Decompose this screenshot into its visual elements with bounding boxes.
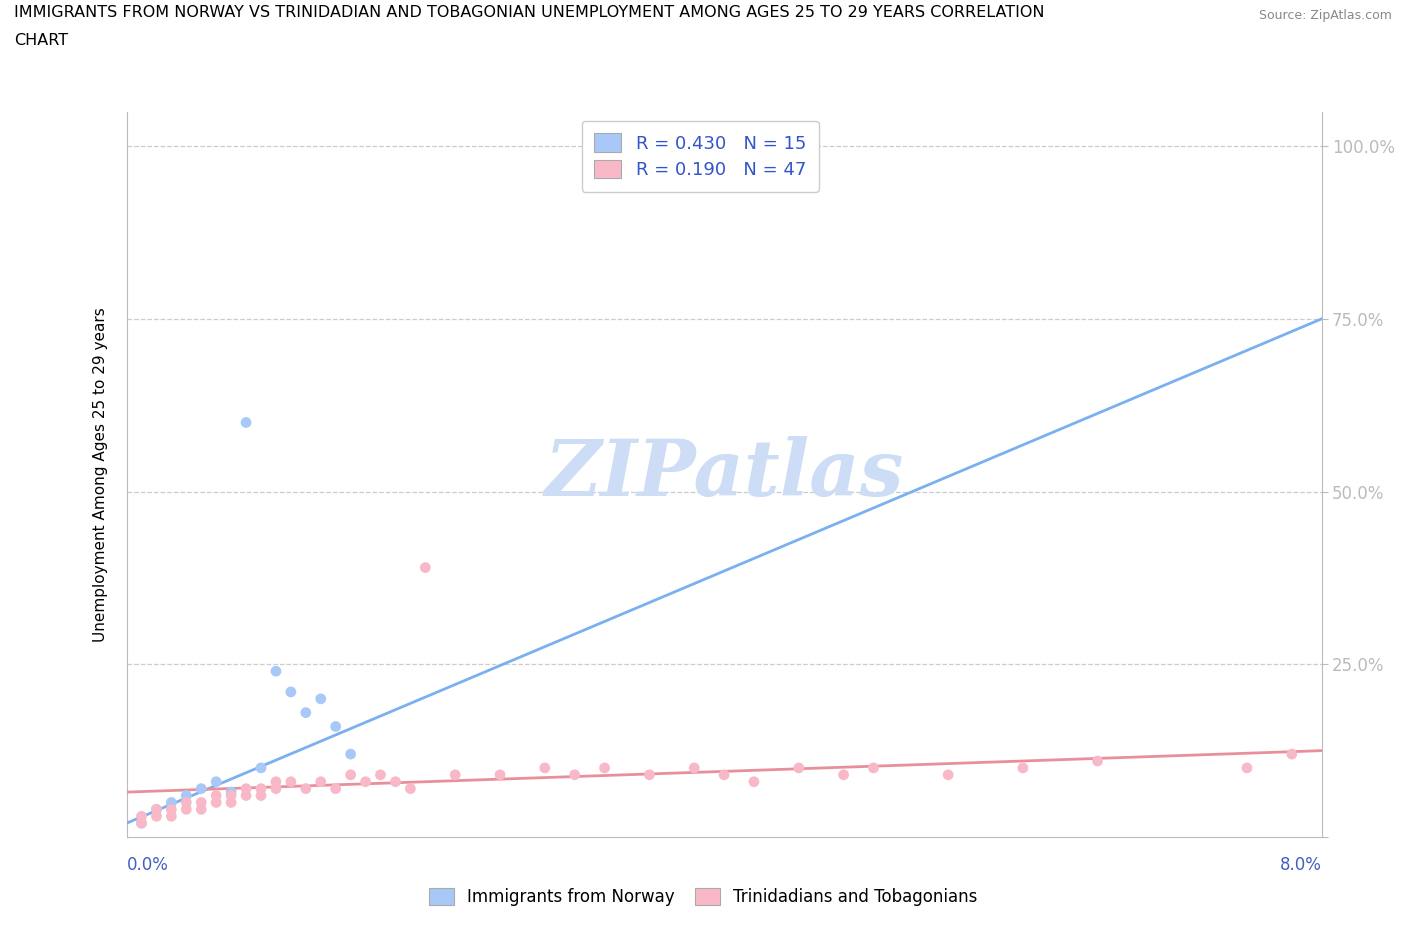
Point <box>638 767 661 782</box>
Point <box>325 719 347 734</box>
Point <box>131 816 153 830</box>
Point <box>280 684 302 699</box>
Point <box>264 775 287 790</box>
Point <box>444 767 467 782</box>
Point <box>339 767 361 782</box>
Point <box>787 761 810 776</box>
Point <box>742 775 765 790</box>
Point <box>413 560 436 575</box>
Point <box>145 802 167 817</box>
Point <box>936 767 959 782</box>
Point <box>190 802 212 817</box>
Point <box>235 415 257 430</box>
Point <box>294 705 316 720</box>
Point <box>250 781 273 796</box>
Text: 8.0%: 8.0% <box>1279 856 1322 873</box>
Point <box>593 761 616 776</box>
Point <box>325 781 347 796</box>
Point <box>294 781 316 796</box>
Point <box>219 788 242 803</box>
Point <box>145 802 167 817</box>
Point <box>354 775 377 790</box>
Point <box>1087 753 1109 768</box>
Legend: R = 0.430   N = 15, R = 0.190   N = 47: R = 0.430 N = 15, R = 0.190 N = 47 <box>582 121 818 192</box>
Point <box>174 795 197 810</box>
Point <box>250 761 273 776</box>
Text: Source: ZipAtlas.com: Source: ZipAtlas.com <box>1258 9 1392 22</box>
Point <box>683 761 706 776</box>
Point <box>190 795 212 810</box>
Point <box>235 788 257 803</box>
Y-axis label: Unemployment Among Ages 25 to 29 years: Unemployment Among Ages 25 to 29 years <box>93 307 108 642</box>
Point <box>564 767 586 782</box>
Text: ZIPatlas: ZIPatlas <box>544 436 904 512</box>
Point <box>862 761 884 776</box>
Point <box>533 761 555 776</box>
Point <box>205 775 228 790</box>
Point <box>309 691 332 706</box>
Point <box>205 795 228 810</box>
Text: CHART: CHART <box>14 33 67 47</box>
Point <box>205 788 228 803</box>
Point <box>190 781 212 796</box>
Point <box>131 809 153 824</box>
Point <box>1281 747 1303 762</box>
Point <box>309 775 332 790</box>
Point <box>384 775 406 790</box>
Point <box>370 767 392 782</box>
Point <box>160 809 183 824</box>
Legend: Immigrants from Norway, Trinidadians and Tobagonians: Immigrants from Norway, Trinidadians and… <box>422 881 984 912</box>
Point <box>489 767 512 782</box>
Point <box>264 664 287 679</box>
Point <box>174 802 197 817</box>
Text: 0.0%: 0.0% <box>127 856 169 873</box>
Text: IMMIGRANTS FROM NORWAY VS TRINIDADIAN AND TOBAGONIAN UNEMPLOYMENT AMONG AGES 25 : IMMIGRANTS FROM NORWAY VS TRINIDADIAN AN… <box>14 5 1045 20</box>
Point <box>235 781 257 796</box>
Point <box>1236 761 1258 776</box>
Point <box>280 775 302 790</box>
Point <box>174 788 197 803</box>
Point <box>832 767 855 782</box>
Point <box>339 747 361 762</box>
Point <box>713 767 735 782</box>
Point <box>145 809 167 824</box>
Point <box>160 802 183 817</box>
Point <box>219 785 242 800</box>
Point <box>160 795 183 810</box>
Point <box>264 781 287 796</box>
Point <box>250 788 273 803</box>
Point <box>1011 761 1033 776</box>
Point <box>219 795 242 810</box>
Point <box>131 816 153 830</box>
Point <box>399 781 422 796</box>
